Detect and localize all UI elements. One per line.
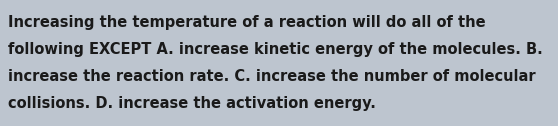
Text: collisions. D. increase the activation energy.: collisions. D. increase the activation e…: [8, 96, 376, 111]
Text: Increasing the temperature of a reaction will do all of the: Increasing the temperature of a reaction…: [8, 15, 485, 30]
Text: increase the reaction rate. C. increase the number of molecular: increase the reaction rate. C. increase …: [8, 69, 536, 84]
Text: following EXCEPT A. increase kinetic energy of the molecules. B.: following EXCEPT A. increase kinetic ene…: [8, 42, 542, 57]
